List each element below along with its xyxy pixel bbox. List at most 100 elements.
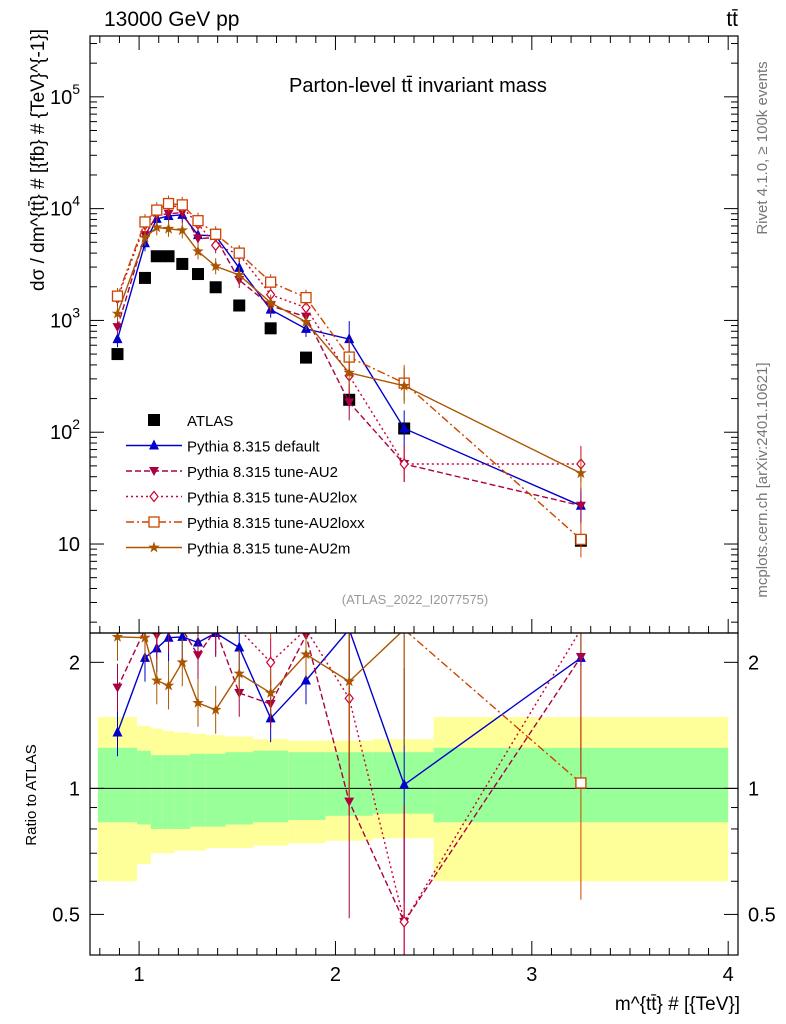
data-point xyxy=(233,269,245,280)
header-energy-label: 13000 GeV pp xyxy=(104,8,239,31)
data-point xyxy=(300,351,312,364)
data-point xyxy=(192,268,204,281)
band-inner-bin xyxy=(190,753,206,827)
data-point xyxy=(111,307,124,319)
y-tick-exponent: 3 xyxy=(72,304,80,320)
legend-label: Pythia 8.315 tune-AU2 xyxy=(187,464,338,481)
ratio-point xyxy=(112,726,123,737)
ratio-point xyxy=(112,683,123,693)
data-point xyxy=(300,291,312,304)
y-tick-exponent: 5 xyxy=(72,81,80,97)
legend-entry-atlas: ATLAS xyxy=(148,413,233,430)
y-tick-exponent: 4 xyxy=(72,193,80,209)
ratio-point xyxy=(399,915,409,928)
ratio-point xyxy=(139,633,151,643)
ratio-tick-label-right: 1 xyxy=(748,778,759,800)
legend-swatch xyxy=(148,414,160,426)
data-point xyxy=(209,281,222,294)
ratio-point xyxy=(177,633,188,641)
data-point xyxy=(139,231,151,243)
band-inner-bin xyxy=(150,755,163,829)
plot-title: Parton-level tt̄ invariant mass xyxy=(289,75,547,97)
data-point xyxy=(176,257,189,270)
data-point xyxy=(210,228,222,240)
band-inner-bin xyxy=(288,752,326,821)
data-point xyxy=(233,247,245,259)
legend-label: Pythia 8.315 default xyxy=(187,439,320,456)
data-point xyxy=(150,250,163,263)
band-inner-bin xyxy=(205,753,226,827)
series-atlas xyxy=(111,250,587,547)
legend-marker xyxy=(149,490,159,503)
ratio-point xyxy=(234,641,245,652)
rivet-version-label: Rivet 4.1.0, ≥ 100k events xyxy=(754,61,771,234)
data-point xyxy=(344,398,355,408)
axis-ticks: 1 2 3 4 10 102 103 104 105 0.5 0.5 1 1 2 2 xyxy=(50,36,776,986)
ratio-point xyxy=(264,687,277,698)
legend-label: Pythia 8.315 tune-AU2loxx xyxy=(187,515,365,532)
ratio-tick-label-right: 0.5 xyxy=(748,904,776,926)
legend-entry-pythia-8-315-tune-au2m: Pythia 8.315 tune-AU2m xyxy=(126,541,350,558)
x-tick-label: 4 xyxy=(723,964,734,986)
legend-entry-pythia-8-315-tune-au2: Pythia 8.315 tune-AU2 xyxy=(126,464,338,481)
legend-entry-pythia-8-315-default: Pythia 8.315 default xyxy=(126,439,320,456)
ratio-series-pythia-8-315-tune-au2m xyxy=(111,633,582,799)
ratio-tick-label-right: 2 xyxy=(748,652,759,674)
data-point xyxy=(575,467,587,479)
data-point xyxy=(163,209,174,219)
data-point xyxy=(233,299,246,312)
band-inner-bin xyxy=(174,755,191,829)
data-point xyxy=(301,301,311,314)
data-point xyxy=(162,197,175,210)
y-tick-label: 104 xyxy=(50,193,80,221)
y-tick-label: 102 xyxy=(50,416,80,444)
x-tick-label: 1 xyxy=(134,964,145,986)
data-point xyxy=(151,204,163,216)
ratio-point xyxy=(192,696,204,708)
ratio-tick-label-left: 0.5 xyxy=(52,904,80,926)
legend-marker xyxy=(148,516,160,528)
header-process-label: tt̄ xyxy=(726,8,738,31)
ratio-point xyxy=(210,703,222,715)
y-tick-exponent: 2 xyxy=(72,416,80,432)
band-inner-bin xyxy=(252,750,289,823)
ratio-point xyxy=(111,633,124,642)
ratio-point xyxy=(301,674,311,685)
x-tick-label: 2 xyxy=(330,964,341,986)
band-inner-bin xyxy=(97,747,138,823)
data-point xyxy=(112,333,123,344)
ratio-plot-area xyxy=(90,633,738,955)
legend-label: Pythia 8.315 tune-AU2lox xyxy=(187,490,358,507)
data-point xyxy=(162,222,175,234)
series-pythia-8-315-tune-au2m xyxy=(111,219,587,492)
x-axis-label: m^{tt̄} # [{TeV}] xyxy=(615,994,740,1015)
y-axis-label: dσ / dm^{tt̄} # [{fb} # {TeV}^{-1}] xyxy=(28,29,49,291)
uncertainty-bands xyxy=(97,717,729,882)
ratio-point xyxy=(575,777,587,789)
legend-entry-pythia-8-315-tune-au2loxx: Pythia 8.315 tune-AU2loxx xyxy=(126,515,365,532)
legend-label: Pythia 8.315 tune-AU2m xyxy=(187,541,350,558)
x-tick-label: 3 xyxy=(526,964,537,986)
data-point xyxy=(176,224,188,236)
legend-marker xyxy=(149,439,159,450)
ratio-point xyxy=(151,674,163,686)
legend-marker xyxy=(149,467,159,476)
data-point xyxy=(162,250,175,263)
data-point xyxy=(265,276,277,288)
ratio-tick-label-left: 2 xyxy=(69,652,80,674)
data-point xyxy=(176,199,188,211)
data-point xyxy=(210,260,222,272)
ratio-y-axis-label: Ratio to ATLAS xyxy=(23,744,40,845)
ratio-point xyxy=(176,656,188,668)
ratio-tick-label-left: 1 xyxy=(69,778,80,800)
data-point xyxy=(111,290,124,302)
data-point xyxy=(139,216,151,228)
data-point xyxy=(234,261,245,272)
data-point xyxy=(398,379,410,391)
ratio-point xyxy=(265,656,276,669)
data-point xyxy=(343,366,355,378)
data-point xyxy=(399,458,409,470)
data-point xyxy=(192,215,204,227)
ratio-point xyxy=(162,679,175,691)
ratio-point xyxy=(193,651,203,661)
